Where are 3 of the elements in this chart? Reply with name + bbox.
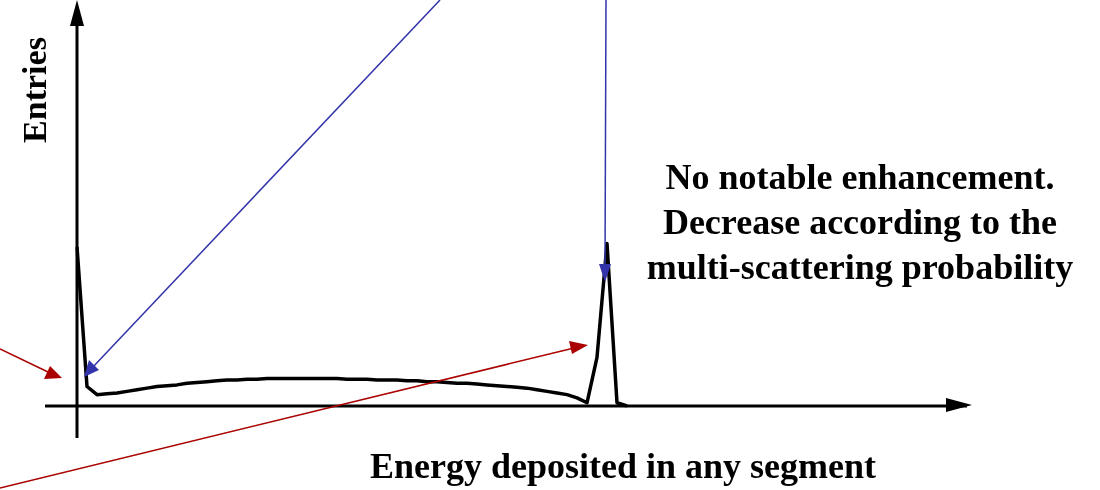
x-axis-title: Energy deposited in any segment: [370, 445, 877, 487]
y-axis-title: Entries: [16, 37, 54, 143]
annotation: No notable enhancement. Decrease according to the multi-scattering probability: [645, 156, 1075, 289]
